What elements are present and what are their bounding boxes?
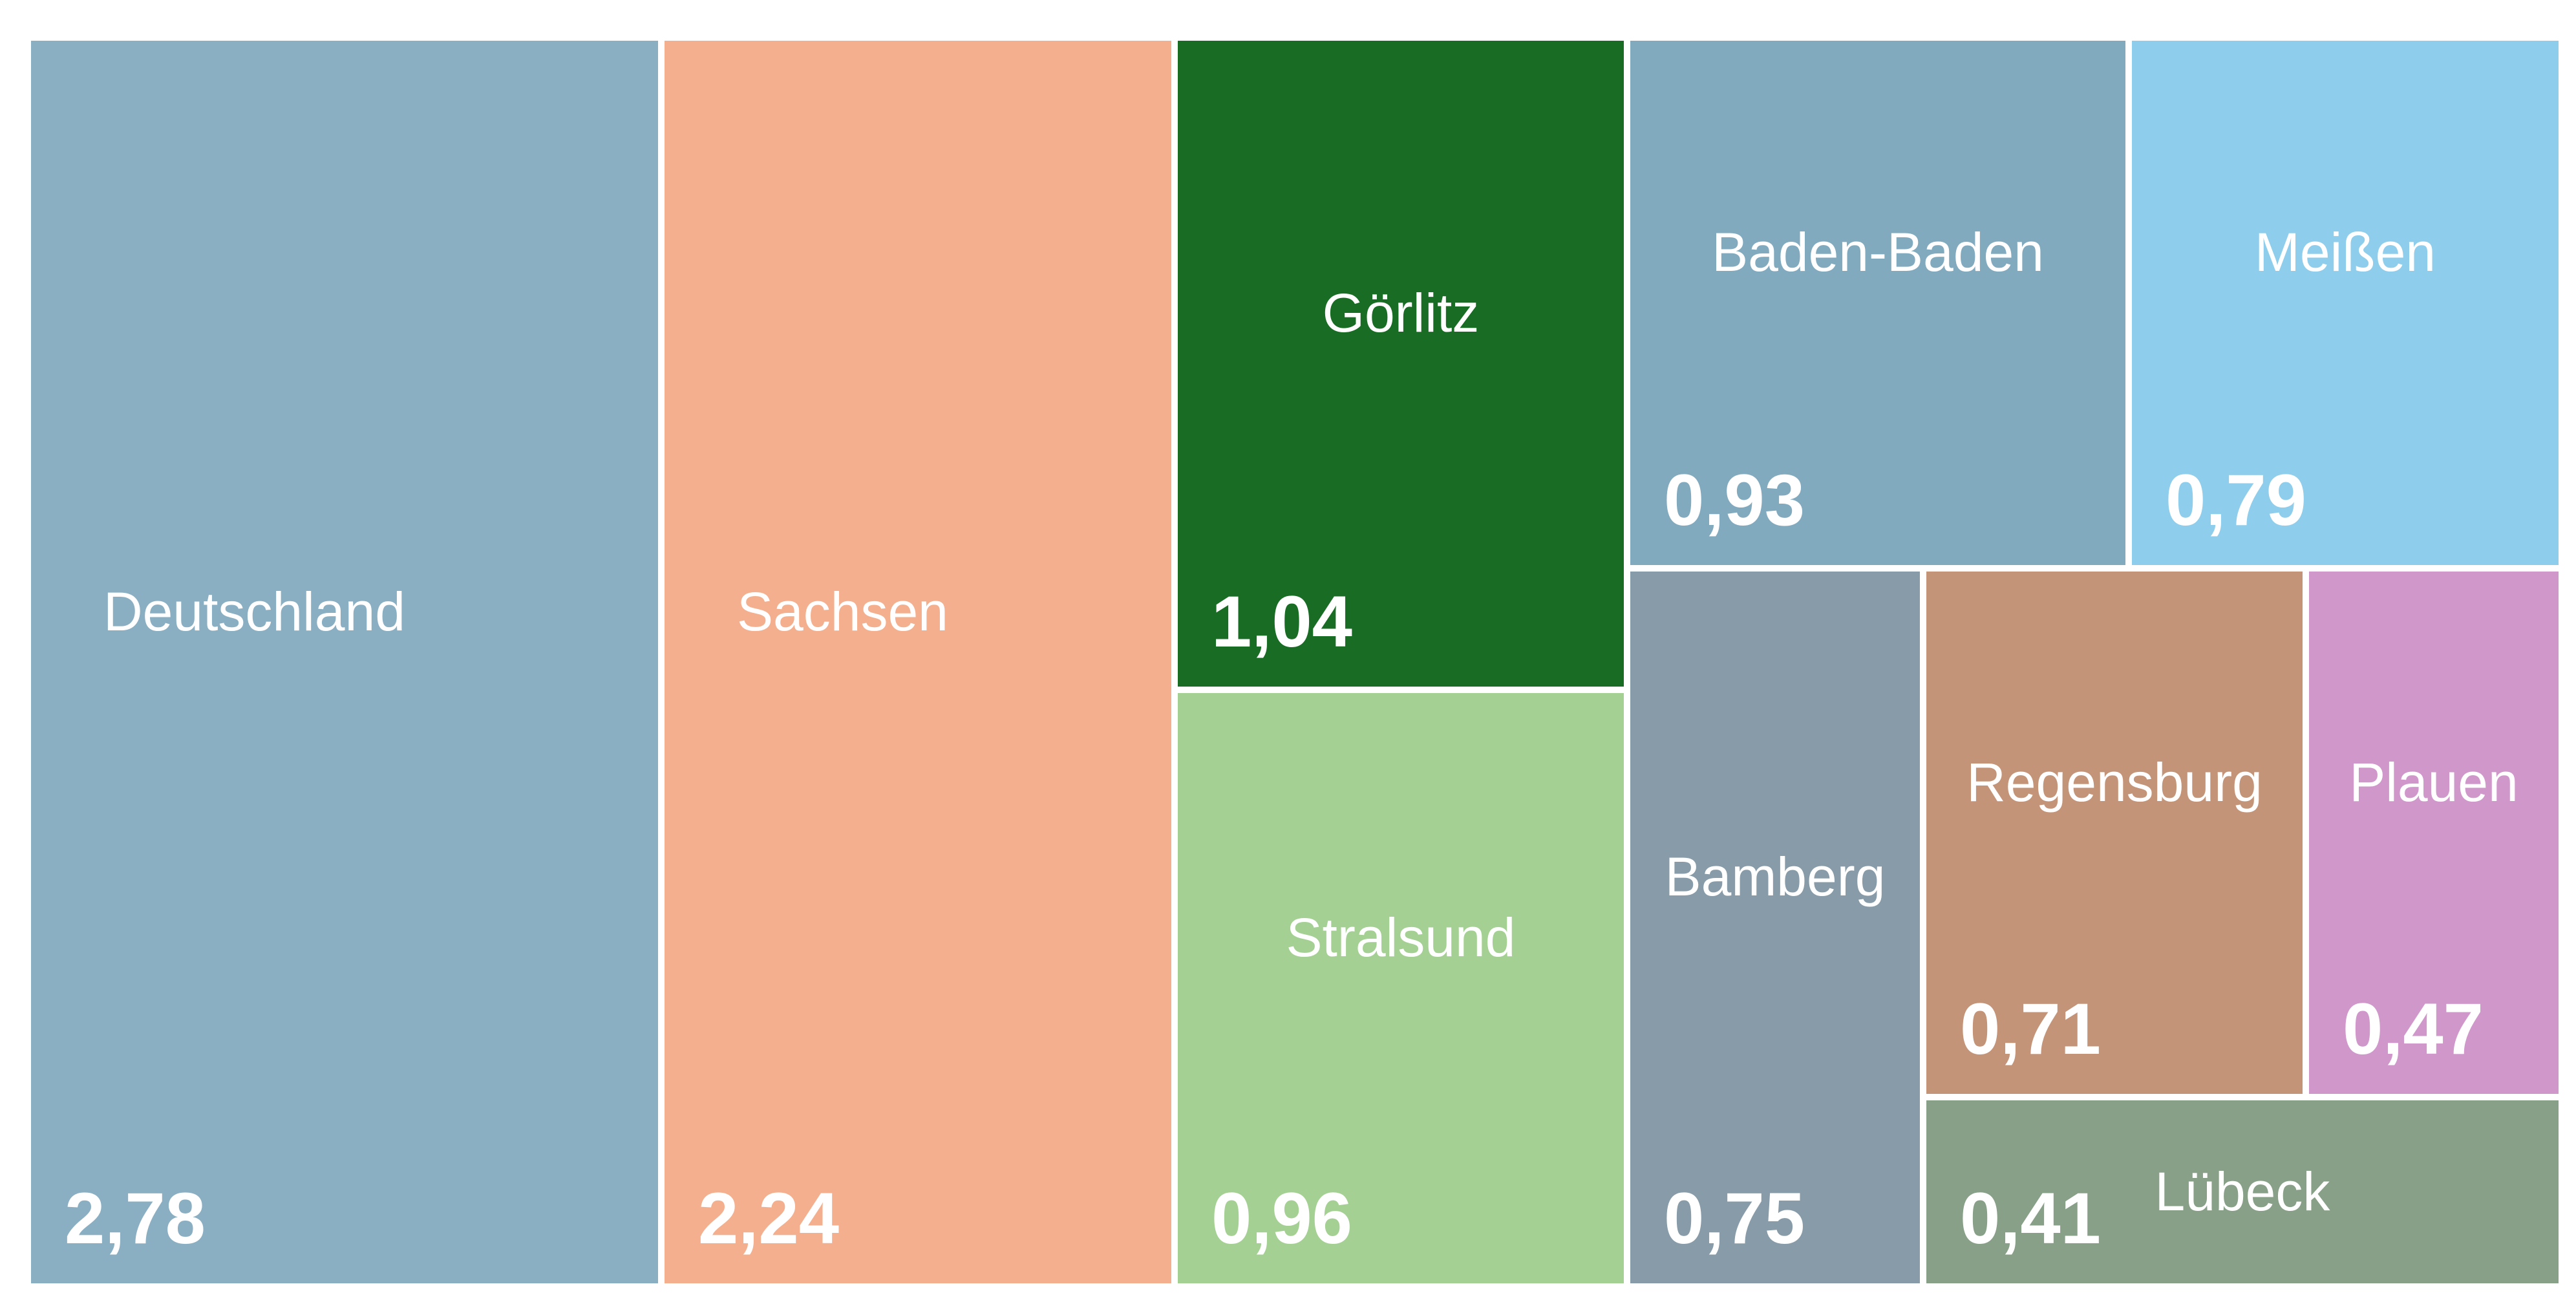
treemap-tile-regensburg[interactable]: Regensburg 0,71: [1926, 572, 2303, 1095]
tile-label: Regensburg: [1966, 751, 2262, 813]
treemap-tile-bamberg[interactable]: Bamberg 0,75: [1630, 572, 1920, 1284]
tile-value: 2,24: [698, 1177, 839, 1259]
treemap-tile-goerlitz[interactable]: Görlitz 1,04: [1177, 40, 1624, 687]
tile-value: 0,41: [1959, 1177, 2101, 1259]
tile-label: Meißen: [2254, 222, 2436, 283]
treemap-tile-sachsen[interactable]: Sachsen 2,24: [665, 40, 1171, 1283]
tile-label: Deutschland: [103, 581, 405, 642]
treemap-tile-baden-baden[interactable]: Baden-Baden 0,93: [1630, 40, 2125, 565]
treemap-tile-meissen[interactable]: Meißen 0,79: [2131, 40, 2559, 565]
tile-value: 0,71: [1959, 989, 2101, 1070]
treemap-tile-plauen[interactable]: Plauen 0,47: [2308, 572, 2559, 1095]
tile-label: Sachsen: [737, 581, 948, 642]
tile-value: 0,47: [2342, 989, 2484, 1070]
tile-label: Plauen: [2349, 751, 2518, 813]
treemap-tile-luebeck[interactable]: Lübeck 0,41: [1926, 1100, 2559, 1283]
tile-value: 0,75: [1664, 1178, 1805, 1259]
tile-value: 1,04: [1211, 581, 1352, 662]
tile-label: Görlitz: [1322, 283, 1480, 344]
treemap-tile-deutschland[interactable]: Deutschland 2,78: [30, 40, 658, 1283]
treemap-tile-stralsund[interactable]: Stralsund 0,96: [1177, 692, 1624, 1283]
tile-label: Bamberg: [1665, 846, 1886, 908]
tile-value: 0,96: [1211, 1177, 1352, 1259]
tile-value: 0,79: [2165, 459, 2306, 540]
tile-label: Lübeck: [2155, 1161, 2330, 1223]
tile-value: 0,93: [1664, 459, 1805, 540]
tile-label: Baden-Baden: [1712, 222, 2044, 283]
tile-label: Stralsund: [1286, 907, 1516, 968]
tile-value: 2,78: [64, 1177, 206, 1259]
